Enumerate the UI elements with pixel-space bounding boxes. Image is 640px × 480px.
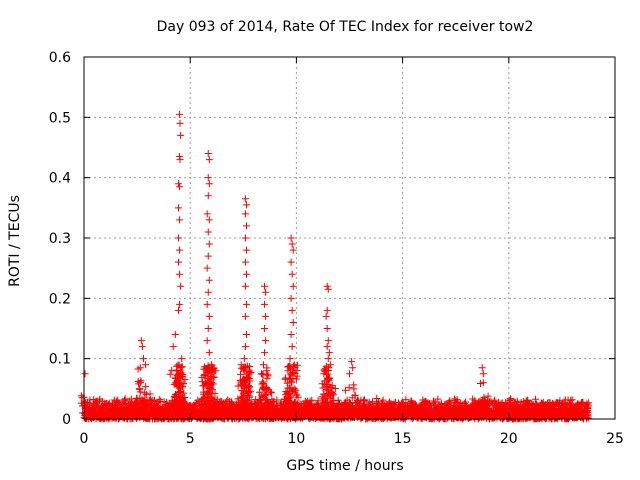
- data-point: [224, 396, 232, 404]
- data-point: [507, 395, 515, 403]
- data-point: [471, 397, 479, 405]
- data-points: [77, 110, 592, 423]
- x-tick-label: 25: [606, 431, 624, 447]
- x-axis-label: GPS time / hours: [286, 458, 403, 474]
- x-tick-label: 5: [186, 431, 195, 447]
- data-point: [379, 396, 387, 404]
- data-point: [411, 400, 419, 408]
- x-tick-label: 20: [500, 431, 518, 447]
- data-point: [163, 398, 171, 406]
- x-tick-label: 0: [80, 431, 89, 447]
- y-tick-label: 0.1: [49, 352, 71, 368]
- x-tick-label: 15: [394, 431, 412, 447]
- y-tick-label: 0.4: [49, 171, 71, 187]
- data-point: [402, 396, 410, 404]
- data-point: [213, 395, 221, 403]
- data-point: [273, 396, 281, 404]
- y-tick-label: 0.5: [49, 110, 71, 126]
- y-tick-label: 0.6: [49, 50, 71, 66]
- data-point: [308, 396, 316, 404]
- chart-title: Day 093 of 2014, Rate Of TEC Index for r…: [157, 19, 534, 35]
- x-tick-label: 10: [287, 431, 305, 447]
- y-axis-label: ROTI / TECUs: [7, 195, 23, 287]
- data-point: [513, 397, 521, 405]
- data-point: [373, 395, 381, 403]
- grid: [84, 57, 615, 419]
- y-tick-label: 0: [62, 412, 71, 428]
- data-point: [399, 400, 407, 408]
- data-point: [121, 396, 129, 404]
- data-point: [434, 395, 442, 403]
- y-tick-label: 0.3: [49, 231, 71, 247]
- data-point: [524, 397, 532, 405]
- data-point: [532, 395, 540, 403]
- data-point: [429, 397, 437, 405]
- data-point: [307, 400, 315, 408]
- y-tick-label: 0.2: [49, 291, 71, 307]
- data-point: [462, 398, 470, 406]
